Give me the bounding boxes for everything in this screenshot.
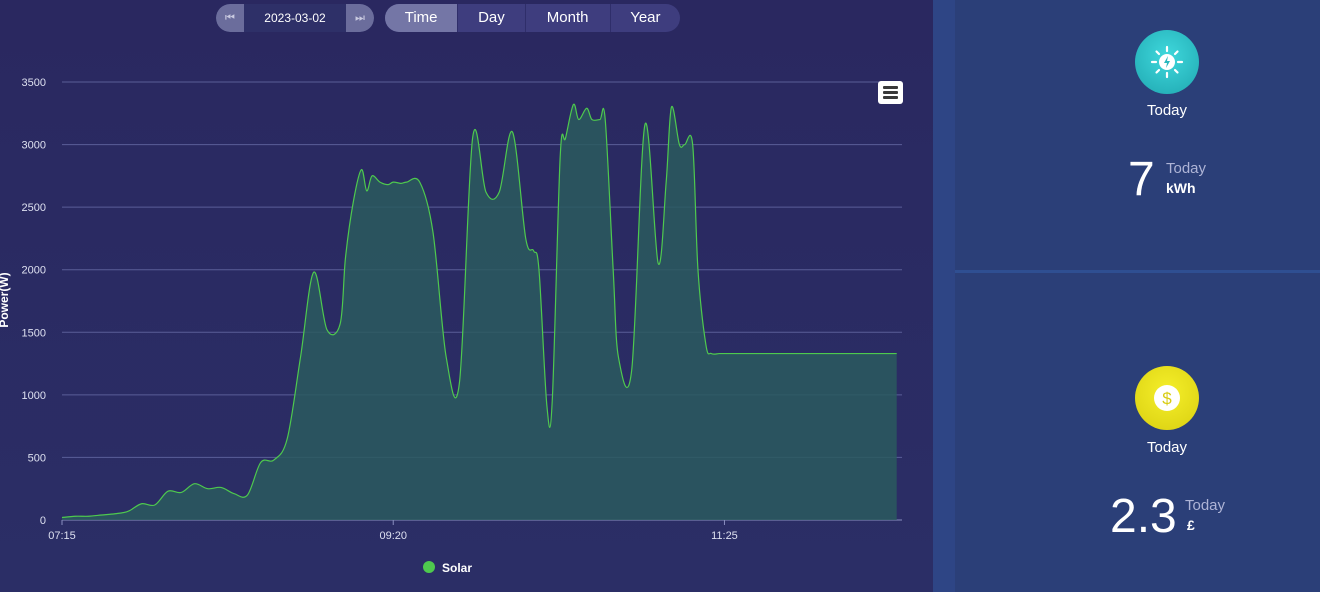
svg-text:$: $ [1162,389,1172,408]
energy-unit: kWh [1166,180,1196,196]
tab-day[interactable]: Day [458,4,526,32]
y-tick-label: 1500 [22,327,46,339]
step-backward-icon[interactable]: ⏮ [216,4,244,32]
energy-card-label: Today [1146,102,1188,119]
tab-month[interactable]: Month [526,4,611,32]
step-forward-icon[interactable]: ⏭ [346,4,374,32]
solar-line [61,103,897,519]
summary-separator [955,270,1320,273]
money-card-label: Today [1146,439,1188,456]
date-navigator: ⏮ 2023-03-02 ⏭ [216,4,374,32]
x-tick-label: 09:20 [379,530,407,542]
x-tick-label: 07:15 [48,530,76,542]
y-tick-label: 500 [28,452,46,464]
y-tick-label: 3500 [22,77,46,89]
sun-bolt-icon [1135,30,1199,94]
y-tick-label: 2000 [22,265,46,277]
legend-label[interactable]: Solar [442,561,472,575]
tab-year[interactable]: Year [630,9,661,26]
legend[interactable]: Solar [423,561,472,575]
summary-panel [955,0,1320,592]
date-value[interactable]: 2023-03-02 [244,4,346,32]
y-tick-label: 3000 [22,140,46,152]
dollar-coin-icon: $ [1135,366,1199,430]
y-axis-label: Power(W) [0,272,11,327]
y-tick-label: 0 [40,515,46,527]
money-unit: £ [1187,517,1195,533]
tab-time[interactable]: Time [385,4,459,32]
legend-dot[interactable] [423,561,435,573]
money-unit-period: Today [1185,497,1226,514]
y-tick-label: 2500 [22,202,46,214]
y-tick-label: 1000 [22,390,46,402]
solar-area [62,104,897,520]
energy-unit-period: Today [1166,160,1207,177]
money-value: 2.3 [1110,490,1177,543]
chart-menu-button[interactable] [878,81,903,104]
range-tabs: Time Day Month Year [385,4,680,32]
power-chart: 0 500 1000 1500 2000 2500 3000 3500 07:15 09:20 1… [0,77,902,575]
energy-value: 7 [1128,153,1155,206]
panel-divider [933,0,955,592]
x-tick-label: 11:25 [711,530,738,542]
